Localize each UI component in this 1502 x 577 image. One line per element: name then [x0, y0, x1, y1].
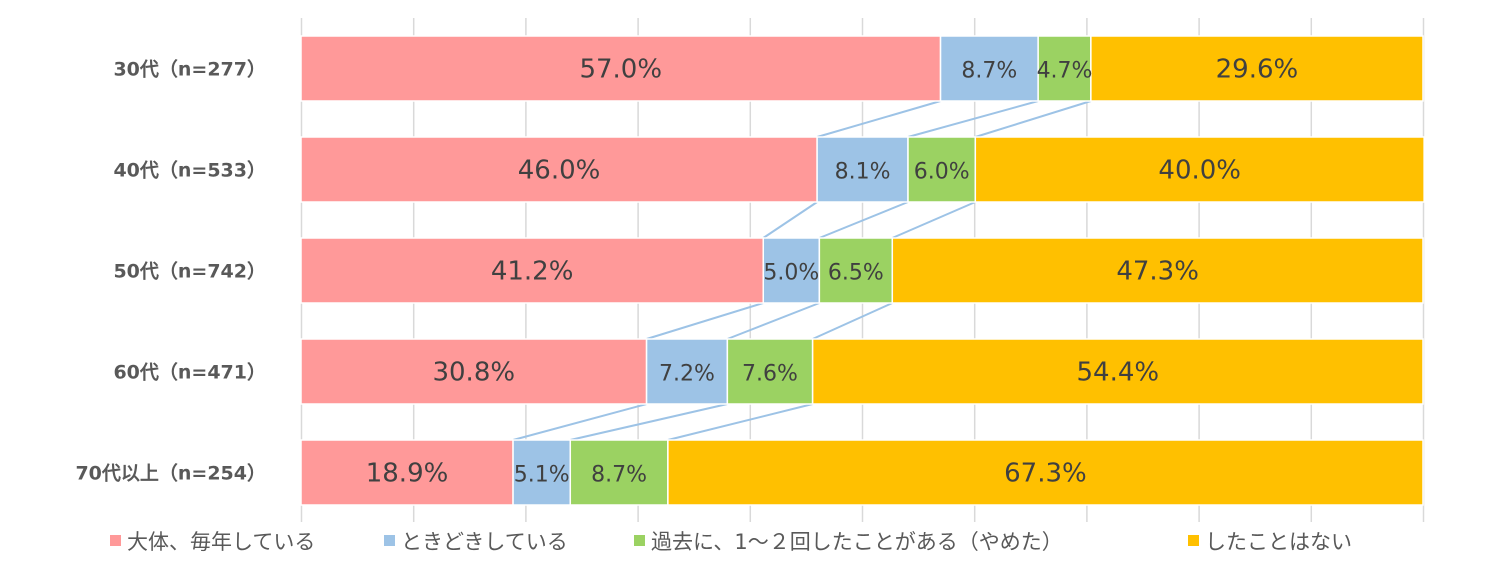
data-label: 8.1% — [835, 160, 891, 185]
bar-segment — [300, 136, 818, 203]
bar-segment — [300, 439, 514, 506]
series-line — [512, 403, 647, 441]
data-label: 57.0% — [579, 55, 662, 85]
data-label: 18.9% — [366, 459, 449, 489]
category-labels: 30代（n=277） 40代（n=533） 50代（n=742） 60代（n=471）… — [75, 58, 266, 485]
series-line — [762, 201, 818, 239]
bar-segment — [818, 237, 894, 304]
bar-segment — [974, 136, 1425, 203]
legend: 大体、毎年している ときどきしている 過去に、1～２回したことがある（やめた） したこ… — [110, 530, 1352, 554]
data-label: 46.0% — [518, 156, 601, 186]
data-label: 54.4% — [1077, 358, 1160, 388]
data-label: 67.3% — [1004, 459, 1087, 489]
data-label: 41.2% — [491, 257, 574, 287]
data-label: 6.0% — [914, 160, 970, 185]
data-label: 5.1% — [514, 463, 570, 488]
data-labels: 57.0% 8.7% 4.7% 29.6% 46.0% 8.1% 6.0% 40.0% 41.2… — [366, 55, 1299, 489]
bar-segment — [300, 237, 765, 304]
series-line — [646, 302, 764, 340]
category-label: 60代（n=471） — [113, 361, 266, 384]
bar-segment — [300, 338, 648, 405]
bar-segment — [1037, 35, 1092, 102]
category-label: 30代（n=277） — [113, 58, 266, 81]
series-line — [667, 403, 813, 441]
bar-segment — [891, 237, 1424, 304]
bar-segment — [726, 338, 814, 405]
legend-label: したことはない — [1205, 530, 1352, 554]
series-line — [975, 100, 1092, 138]
series-line — [812, 302, 893, 340]
bar-segment — [939, 35, 1039, 102]
data-label: 40.0% — [1158, 156, 1241, 186]
category-label: 70代以上（n=254） — [75, 462, 266, 485]
series-line — [907, 100, 1039, 138]
legend-label: 過去に、1～２回したことがある（やめた） — [651, 530, 1063, 554]
series-line — [726, 302, 820, 340]
data-label: 4.7% — [1037, 59, 1093, 84]
data-label: 8.7% — [591, 463, 647, 488]
data-label: 47.3% — [1116, 257, 1199, 287]
bar-segment — [645, 338, 729, 405]
series-line — [816, 100, 941, 138]
series-line — [818, 201, 909, 239]
bar-segment — [512, 439, 572, 506]
legend-label: 大体、毎年している — [127, 530, 315, 554]
category-label: 40代（n=533） — [113, 159, 266, 182]
bar-segment — [667, 439, 1424, 506]
data-label: 7.2% — [659, 362, 715, 387]
legend-marker — [110, 535, 121, 546]
bar-segment — [907, 136, 977, 203]
category-label: 50代（n=742） — [113, 260, 266, 283]
data-label: 29.6% — [1216, 55, 1299, 85]
legend-marker — [1188, 535, 1199, 546]
series-line — [891, 201, 976, 239]
data-label: 7.6% — [742, 362, 798, 387]
legend-label: ときどきしている — [401, 530, 568, 554]
data-label: 5.0% — [763, 261, 819, 286]
bar-segment — [762, 237, 821, 304]
bars — [300, 35, 1425, 506]
legend-marker — [384, 535, 395, 546]
series-line — [570, 403, 728, 441]
bar-segment — [816, 136, 909, 203]
legend-marker — [634, 535, 645, 546]
bar-segment — [300, 35, 942, 102]
data-label: 6.5% — [828, 261, 884, 286]
bar-segment — [1090, 35, 1424, 102]
bar-segment — [811, 338, 1424, 405]
data-label: 8.7% — [961, 59, 1017, 84]
series-lines — [512, 100, 1092, 441]
data-label: 30.8% — [432, 358, 515, 388]
